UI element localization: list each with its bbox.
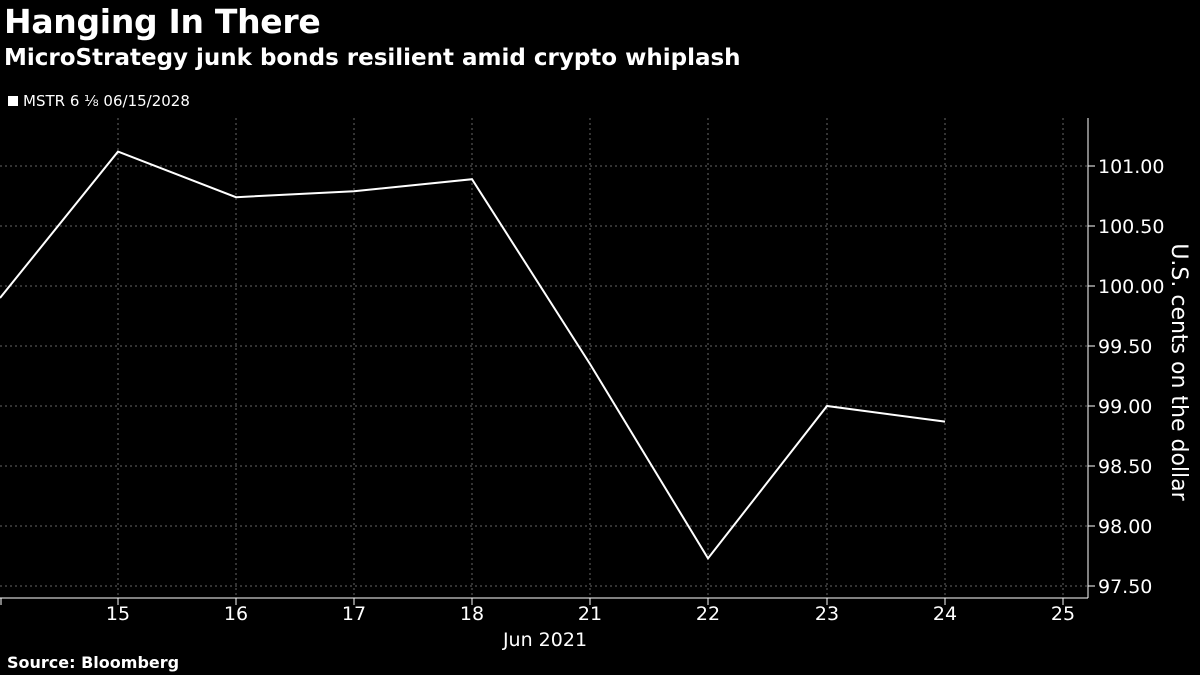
x-tick-label: 25	[1051, 603, 1075, 625]
y-tick-label: 99.00	[1098, 396, 1152, 418]
y-tick-label: 101.00	[1098, 156, 1164, 178]
x-tick-label: 21	[578, 603, 602, 625]
x-tick-labels: 15 16 17 18 21 22 23 24 25	[106, 603, 1075, 625]
y-tick-label: 98.50	[1098, 456, 1152, 478]
y-tick-labels: 97.50 98.00 98.50 99.00 99.50 100.00 100.50 101…	[1098, 156, 1164, 598]
x-tick-label: 16	[224, 603, 248, 625]
chart-subtitle: MicroStrategy junk bonds resilient amid …	[4, 45, 741, 71]
legend: MSTR 6 ⅛ 06/15/2028	[8, 92, 190, 110]
source-note: Source: Bloomberg	[7, 653, 180, 672]
x-tick-label: 23	[815, 603, 839, 625]
x-tick-label: 22	[696, 603, 720, 625]
legend-swatch	[8, 96, 18, 106]
x-tick-label: 15	[106, 603, 130, 625]
grid-lines	[0, 118, 1088, 598]
x-tick-label: 17	[342, 603, 366, 625]
y-tick-label: 100.00	[1098, 276, 1164, 298]
y-tick-label: 97.50	[1098, 576, 1152, 598]
x-tick-label: 24	[933, 603, 957, 625]
legend-label: MSTR 6 ⅛ 06/15/2028	[23, 92, 190, 110]
axes	[0, 118, 1095, 605]
y-axis-label: U.S. cents on the dollar	[1166, 243, 1191, 501]
x-tick-label: 18	[460, 603, 484, 625]
series-line	[0, 150, 946, 561]
y-tick-label: 99.50	[1098, 336, 1152, 358]
y-tick-label: 100.50	[1098, 216, 1164, 238]
y-tick-label: 98.00	[1098, 516, 1152, 538]
chart-title: Hanging In There	[4, 2, 321, 41]
x-axis-label: Jun 2021	[502, 629, 587, 651]
series-layer	[0, 150, 946, 561]
